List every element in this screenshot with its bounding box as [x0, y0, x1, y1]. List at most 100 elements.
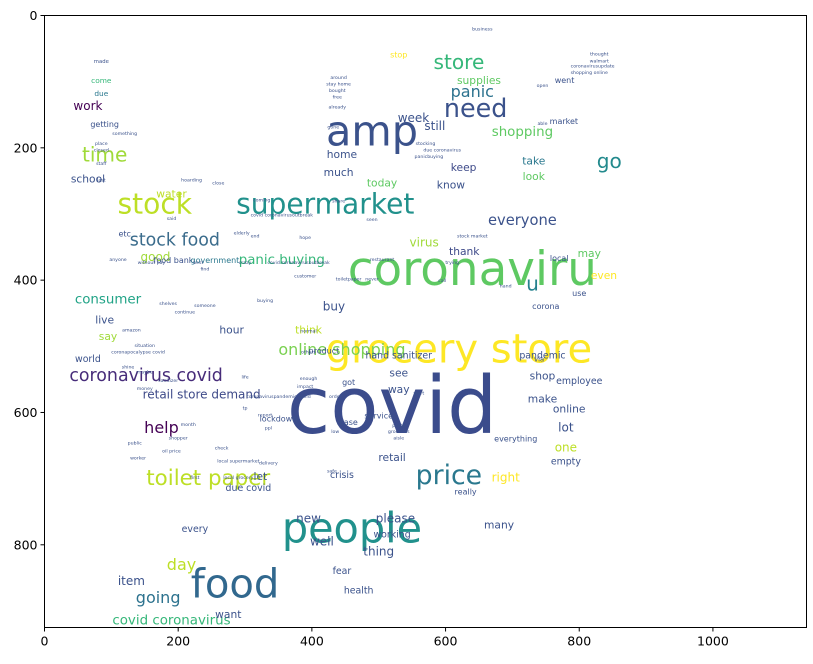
word-employee: employee	[556, 376, 603, 387]
word-say: say	[99, 330, 117, 343]
word-thank: thank	[449, 245, 480, 258]
word-seen: seen	[366, 218, 377, 223]
word-due-covid: due covid	[226, 483, 272, 494]
word-share: share	[332, 199, 345, 205]
x-tick-label: 0	[41, 634, 49, 649]
word-go: go	[597, 149, 622, 173]
word-home: home	[327, 148, 357, 161]
word-covid-coronavirusoutbreak: covid coronavirusoutbreak	[251, 212, 314, 218]
word-please: please	[376, 511, 415, 525]
word-panic-buying: panic buying	[239, 253, 325, 268]
y-tick-label: 400	[14, 273, 38, 288]
word-service: service	[364, 411, 393, 420]
word-look: look	[523, 170, 546, 183]
word-today: today	[367, 176, 397, 189]
word-someone: someone	[194, 304, 216, 309]
word-government: government	[191, 256, 240, 265]
word-normal: normal	[300, 328, 316, 334]
word-hour: hour	[219, 323, 244, 336]
word-new: new	[296, 511, 321, 525]
word-hoarding: hoarding	[181, 177, 202, 183]
y-tick-label: 200	[14, 140, 38, 155]
word-restaurant: restaurant	[370, 257, 395, 263]
word-thought: thought	[590, 52, 609, 58]
word-need: need	[444, 93, 507, 123]
word-think: think	[295, 323, 323, 336]
word-coming: coming	[253, 197, 270, 203]
word-local: local	[550, 254, 569, 263]
word-situation: situation	[135, 343, 155, 349]
word-worker: worker	[130, 455, 146, 461]
word-local-grocery: local grocery	[223, 475, 253, 481]
word-know: know	[437, 178, 466, 191]
word-world: world	[75, 354, 101, 365]
word-going: going	[136, 588, 181, 607]
word-month: month	[181, 422, 196, 428]
word-health: health	[344, 586, 374, 597]
word-coronaviruspandemic-covid: coronaviruspandemic covid	[246, 394, 311, 400]
word-order: order	[329, 394, 342, 400]
word-fear: fear	[333, 566, 352, 577]
word-close: close	[212, 181, 224, 187]
word-free: free	[333, 95, 342, 101]
word-continue: continue	[175, 310, 195, 316]
word-come: come	[91, 76, 112, 85]
word-shelves: shelves	[159, 301, 177, 307]
word-lockdown: lockdown	[260, 415, 298, 424]
word-went: went	[555, 76, 575, 85]
word-u: u	[526, 271, 539, 295]
x-tick-label: 1000	[697, 634, 729, 649]
word-working: working	[373, 529, 410, 540]
word-good: good	[140, 250, 170, 264]
y-tick-label: 800	[14, 537, 38, 552]
word-online-shopping: online shopping	[278, 340, 405, 359]
word-business: business	[472, 27, 493, 33]
word-report: report	[258, 412, 272, 418]
word-week: week	[398, 111, 430, 125]
word-amazon: amazon	[122, 329, 141, 334]
word-call: call	[438, 278, 446, 284]
word-pasta: pasta	[392, 423, 405, 429]
word-school: school	[71, 172, 105, 185]
word-never: never	[365, 277, 379, 283]
word-elderly: elderly	[234, 230, 250, 236]
word-supplies: supplies	[457, 74, 501, 87]
word-amp: amp	[326, 107, 418, 155]
word-said: said	[167, 216, 177, 222]
x-tick-label: 400	[300, 634, 324, 649]
word-make: make	[528, 393, 557, 406]
word-market: market	[550, 117, 578, 126]
word-hand: hand	[500, 283, 512, 289]
word-everything: everything	[494, 434, 537, 443]
word-delivery: delivery	[259, 461, 278, 467]
word-food: food	[191, 561, 280, 607]
word-price: price	[416, 460, 482, 491]
word-public: public	[128, 441, 143, 447]
word-help: help	[144, 418, 179, 437]
word-shopping-online: shopping online	[571, 70, 608, 76]
word-want: want	[215, 608, 241, 621]
word-stock-food: stock food	[130, 230, 220, 250]
word-last: last	[97, 177, 106, 183]
word-people: people	[282, 504, 422, 552]
word-toilet-paper: toilet paper	[146, 466, 270, 491]
word-stay-home: stay home	[326, 81, 351, 87]
word-life: life	[241, 375, 248, 381]
word-sanitizer: sanitizer	[158, 378, 178, 384]
word-impact: impact	[297, 384, 313, 390]
word-buy: buy	[323, 300, 345, 314]
word-water: water	[156, 188, 187, 201]
word-money: money	[137, 387, 153, 392]
word-case: case	[339, 418, 357, 427]
word-first: first	[190, 475, 199, 481]
word-around: around	[330, 75, 347, 81]
word-online: online	[553, 403, 586, 416]
word-gone: gone	[327, 125, 339, 130]
word-retail: retail	[378, 451, 405, 464]
word-grocery-store: grocery store	[326, 327, 593, 373]
x-tick-label: 600	[434, 634, 458, 649]
x-axis: 0 200 400 600 800 1000	[41, 627, 729, 649]
word-already: already	[329, 105, 347, 111]
